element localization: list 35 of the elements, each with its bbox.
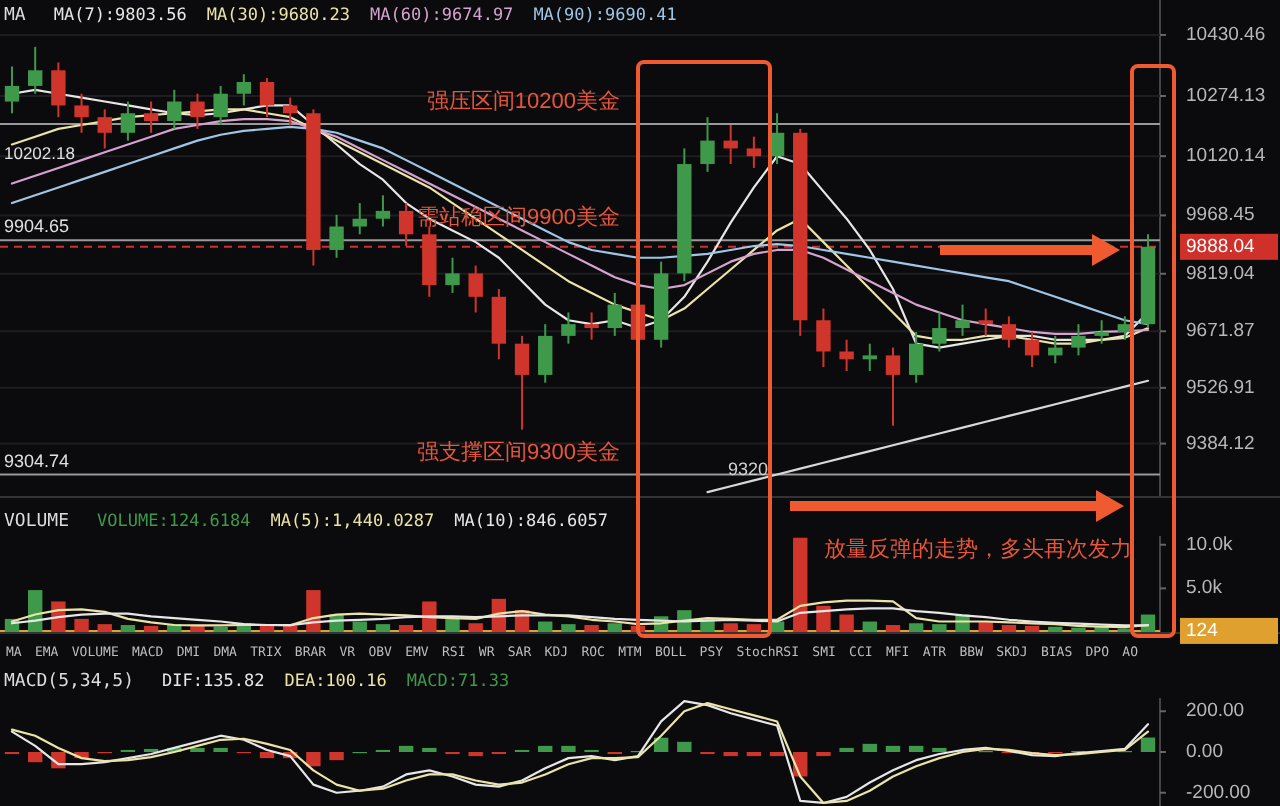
y-tick-label: 5.0k bbox=[1186, 577, 1223, 600]
y-tick-label: 10274.13 bbox=[1186, 85, 1266, 108]
y-tick-label: 9819.04 bbox=[1186, 262, 1255, 285]
y-tick-label: -200.00 bbox=[1186, 781, 1251, 804]
ref-line-label: 10202.18 bbox=[4, 143, 76, 164]
y-tick-label: 0.00 bbox=[1186, 741, 1223, 763]
annotation: 强支撑区间9300美金 bbox=[417, 438, 620, 465]
annotation: 强压区间10200美金 bbox=[426, 88, 620, 115]
text: DEA:100.16 bbox=[284, 672, 387, 692]
text: MA(10):846.6057 bbox=[454, 512, 608, 532]
ref-line-label: 124 bbox=[1186, 619, 1218, 642]
text: VOLUME:124.6184 bbox=[97, 512, 251, 532]
y-tick-label: 9526.91 bbox=[1186, 376, 1255, 399]
text: MA(90):9690.41 bbox=[533, 6, 677, 26]
annotation: 9320 bbox=[727, 458, 768, 479]
y-tick-label: 200.00 bbox=[1186, 700, 1245, 723]
y-tick-label: 9384.12 bbox=[1186, 432, 1255, 455]
y-tick-label: 9671.87 bbox=[1186, 320, 1255, 343]
ref-line-label: 9304.74 bbox=[4, 450, 70, 471]
ref-line-label: 9888.04 bbox=[1186, 235, 1255, 258]
y-tick-label: 9968.45 bbox=[1186, 204, 1255, 227]
chart-title: VOLUME bbox=[4, 512, 70, 532]
annotation: 放量反弹的走势，多头再次发力 bbox=[824, 536, 1132, 562]
ref-line-label: 9904.65 bbox=[4, 216, 70, 237]
text: MACD:71.33 bbox=[406, 672, 510, 692]
text: DIF:135.82 bbox=[162, 672, 265, 692]
y-tick-label: 10120.14 bbox=[1186, 145, 1266, 168]
text: MA(60):9674.97 bbox=[370, 6, 514, 26]
chart-title: MACD(5,34,5) bbox=[4, 672, 135, 692]
text: MA(5):1,440.0287 bbox=[270, 512, 435, 532]
text: MA(30):9680.23 bbox=[206, 6, 351, 26]
chart-title: MA bbox=[4, 6, 27, 26]
y-tick-label: 10430.46 bbox=[1186, 23, 1266, 46]
y-tick-label: 10.0k bbox=[1186, 533, 1233, 556]
text: MA(7):9803.56 bbox=[53, 6, 187, 26]
